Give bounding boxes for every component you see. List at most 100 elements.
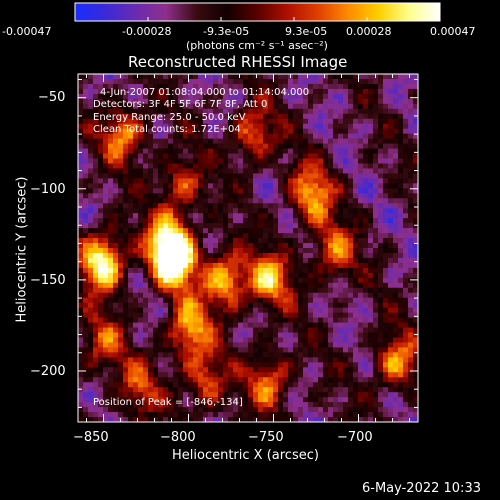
heatmap-cell [98, 397, 104, 403]
heatmap-cell [313, 163, 319, 169]
heatmap-cell [408, 118, 414, 125]
heatmap-cell [103, 163, 109, 169]
heatmap-cell [373, 362, 379, 368]
heatmap-cell [218, 98, 224, 105]
heatmap-cell [378, 213, 384, 219]
heatmap-cell [313, 282, 319, 289]
heatmap-cell [358, 103, 364, 110]
heatmap-cell [98, 213, 104, 219]
heatmap-cell [393, 257, 399, 264]
heatmap-cell [178, 98, 184, 105]
heatmap-cell [233, 123, 239, 130]
heatmap-cell [138, 93, 144, 100]
heatmap-cell [378, 402, 384, 408]
heatmap-cell [78, 143, 84, 149]
heatmap-cell [163, 188, 169, 194]
colorbar-tick-label: -0.00047 [2, 25, 52, 38]
heatmap-cell [293, 128, 299, 135]
heatmap-cell [78, 153, 84, 159]
heatmap-cell [183, 277, 189, 284]
heatmap-cell [213, 347, 219, 353]
heatmap-cell [273, 352, 279, 358]
heatmap-cell [413, 158, 418, 164]
heatmap-cell [233, 118, 239, 125]
heatmap-cell [183, 367, 189, 373]
heatmap-cell [88, 213, 94, 219]
heatmap-cell [133, 228, 139, 234]
heatmap-cell [93, 193, 99, 199]
heatmap-cell [228, 113, 234, 120]
heatmap-cell [323, 272, 329, 279]
heatmap-cell [358, 397, 364, 403]
heatmap-cell [208, 362, 214, 368]
heatmap-cell [353, 143, 359, 149]
heatmap-cell [278, 88, 284, 95]
heatmap-cell [338, 257, 344, 264]
heatmap-cell [318, 103, 324, 110]
heatmap-cell [168, 193, 174, 199]
heatmap-cell [363, 128, 369, 135]
heatmap-cell [358, 412, 364, 418]
heatmap-cell [103, 123, 109, 130]
heatmap-cell [273, 108, 279, 115]
heatmap-cell [383, 143, 389, 149]
heatmap-cell [128, 402, 134, 408]
heatmap-cell [213, 327, 219, 333]
heatmap-cell [143, 158, 149, 164]
heatmap-cell [388, 178, 394, 184]
heatmap-cell [123, 302, 129, 309]
heatmap-cell [78, 243, 84, 249]
heatmap-cell [238, 238, 244, 244]
heatmap-cell [398, 208, 404, 214]
heatmap-cell [83, 307, 89, 314]
heatmap-cell [123, 282, 129, 289]
heatmap-cell [88, 362, 94, 368]
heatmap-cell [378, 287, 384, 294]
heatmap-cell [278, 133, 284, 140]
heatmap-cell [118, 228, 124, 234]
heatmap-cell [233, 392, 239, 398]
heatmap-cell [308, 148, 314, 154]
heatmap-cell [383, 252, 389, 259]
heatmap-cell [213, 287, 219, 294]
heatmap-cell [263, 297, 269, 304]
heatmap-cell [88, 267, 94, 274]
heatmap-cell [243, 377, 249, 383]
heatmap-cell [383, 322, 389, 328]
heatmap-cell [328, 282, 334, 289]
heatmap-cell [328, 153, 334, 159]
heatmap-cell [108, 312, 114, 318]
heatmap-cell [238, 417, 244, 422]
heatmap-cell [333, 108, 339, 115]
heatmap-cell [138, 277, 144, 284]
heatmap-cell [333, 228, 339, 234]
heatmap-cell [263, 342, 269, 348]
heatmap-cell [288, 402, 294, 408]
heatmap-cell [103, 238, 109, 244]
heatmap-cell [318, 218, 324, 224]
heatmap-cell [283, 307, 289, 314]
heatmap-cell [153, 118, 159, 125]
heatmap-cell [163, 158, 169, 164]
heatmap-cell [313, 297, 319, 304]
heatmap-cell [148, 377, 154, 383]
heatmap-cell [368, 243, 374, 249]
heatmap-cell [408, 153, 414, 159]
heatmap-cell [228, 138, 234, 144]
heatmap-cell [228, 372, 234, 378]
heatmap-cell [108, 213, 114, 219]
heatmap-cell [163, 133, 169, 140]
heatmap-cell [123, 203, 129, 209]
heatmap-cell [138, 287, 144, 294]
heatmap-cell [93, 103, 99, 110]
heatmap-cell [83, 272, 89, 279]
heatmap-cell [288, 148, 294, 154]
heatmap-cell [103, 203, 109, 209]
heatmap-cell [408, 377, 414, 383]
heatmap-cell [123, 218, 129, 224]
heatmap-cell [218, 332, 224, 338]
heatmap-cell [213, 108, 219, 115]
heatmap-cell [378, 267, 384, 274]
heatmap-cell [253, 272, 259, 279]
heatmap-cell [333, 257, 339, 264]
